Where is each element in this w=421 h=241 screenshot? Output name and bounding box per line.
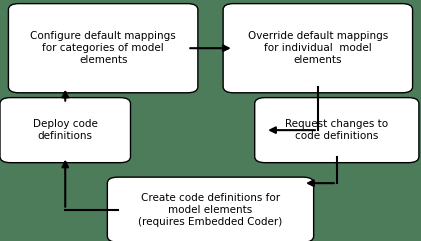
Text: Configure default mappings
for categories of model
elements: Configure default mappings for categorie… bbox=[30, 31, 176, 65]
Text: Request changes to
code definitions: Request changes to code definitions bbox=[285, 119, 388, 141]
FancyBboxPatch shape bbox=[223, 4, 413, 93]
Text: Override default mappings
for individual  model
elements: Override default mappings for individual… bbox=[248, 31, 388, 65]
FancyBboxPatch shape bbox=[107, 177, 314, 241]
FancyBboxPatch shape bbox=[0, 98, 131, 163]
Text: Create code definitions for
model elements
(requires Embedded Coder): Create code definitions for model elemen… bbox=[139, 193, 282, 227]
Text: Deploy code
definitions: Deploy code definitions bbox=[33, 119, 98, 141]
FancyBboxPatch shape bbox=[8, 4, 198, 93]
FancyBboxPatch shape bbox=[255, 98, 419, 163]
